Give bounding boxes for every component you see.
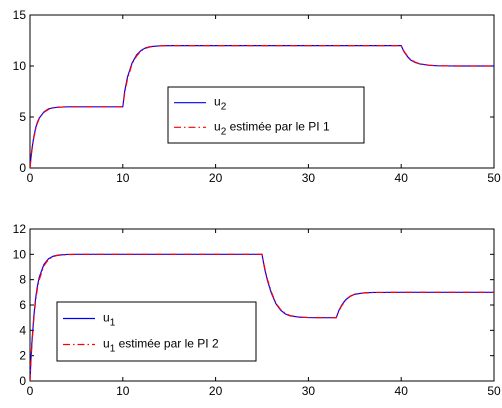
legend-label: u2 estimée par le PI 1 (214, 119, 330, 137)
legend-label: u1 (103, 311, 116, 329)
legend-box (167, 86, 365, 144)
y-tick-label: 8 (19, 273, 26, 287)
x-tick-label: 20 (209, 384, 223, 398)
series-line-measured (30, 253, 494, 381)
y-tick-label: 2 (19, 349, 26, 363)
y-tick-label: 10 (13, 59, 27, 73)
x-tick-label: 50 (487, 171, 501, 185)
x-tick-label: 30 (302, 384, 316, 398)
y-tick-label: 4 (19, 323, 26, 337)
legend: u2 u2 estimée par le PI 1 (167, 86, 365, 144)
x-tick-label: 10 (116, 171, 130, 185)
x-tick-label: 40 (395, 384, 409, 398)
x-tick-label: 10 (116, 384, 130, 398)
legend-label: u2 (214, 95, 227, 113)
x-tick-label: 30 (302, 171, 316, 185)
y-tick-label: 12 (13, 222, 27, 236)
x-tick-label: 50 (487, 384, 501, 398)
x-tick-label: 0 (27, 171, 34, 185)
y-tick-label: 15 (13, 8, 27, 22)
series-line-estimated (30, 44, 494, 168)
y-tick-label: 6 (19, 298, 26, 312)
x-tick-label: 0 (27, 384, 34, 398)
y-tick-label: 0 (19, 161, 26, 175)
series-line-measured (30, 44, 494, 168)
y-tick-label: 0 (19, 374, 26, 388)
legend: u1 u1 estimée par le PI 2 (56, 301, 257, 362)
chart-u2: 0 10 20 30 40 50 0 5 10 15 u2 u2 estimée par le PI … (13, 8, 501, 185)
legend-label: u1 estimée par le PI 2 (103, 336, 219, 354)
chart-u1: 0 10 20 30 40 50 0 2 4 6 8 10 12 u1 u1 estimée par le … (13, 222, 501, 398)
y-tick-label: 10 (13, 247, 27, 261)
x-tick-label: 40 (395, 171, 409, 185)
x-tick-label: 20 (209, 171, 223, 185)
y-tick-label: 5 (19, 110, 26, 124)
legend-box (56, 301, 257, 362)
